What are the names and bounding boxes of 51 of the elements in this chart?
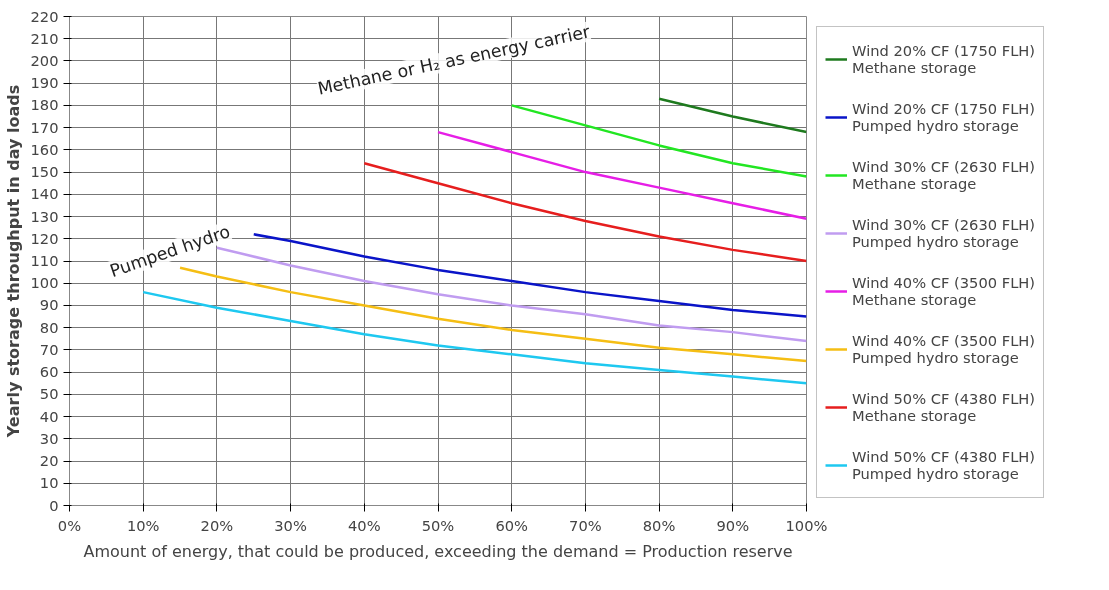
line-series [178,266,807,363]
y-tick-label: 210 [30,29,59,47]
y-tick-label: 80 [39,318,59,336]
x-tick-label: 30% [274,516,307,534]
y-tick-label: 90 [39,296,59,314]
annotation: Methane or H₂ as energy carrier [315,21,593,99]
x-tick-label: 100% [785,516,828,534]
legend-label: Wind 30% CF (2630 FLH) Pumped hydro storage [852,215,1036,252]
line-series [252,233,807,318]
legend-label: Wind 50% CF (4380 FLH) Methane storage [852,389,1036,426]
line-series [363,161,807,263]
y-tick-label: 110 [30,252,59,269]
line-series [141,290,807,385]
legend-label: Wind 50% CF (4380 FLH) Pumped hydro storage [852,447,1036,484]
line-series [510,104,807,178]
line-series [436,130,807,221]
y-tick-label: 70 [39,340,59,358]
x-tick-label: 60% [495,516,529,534]
legend-label: Wind 20% CF (1750 FLH) Pumped hydro storage [852,99,1036,136]
y-tick-label: 20 [39,452,59,470]
y-tick-label: 150 [30,163,59,181]
y-tick-label: 100 [30,274,59,292]
x-tick-label: 70% [569,516,602,534]
x-tick-label: 20% [200,516,234,534]
legend-label: Wind 30% CF (2630 FLH) Methane storage [852,157,1036,194]
y-tick-label: 120 [30,229,59,247]
legend-label: Wind 40% CF (3500 FLH) Methane storage [852,273,1036,310]
legend-label: Wind 20% CF (1750 FLH) Methane storage [852,41,1036,78]
y-tick-label: 10 [39,474,59,492]
x-tick-label: 90% [716,516,750,534]
legend-label: Wind 40% CF (3500 FLH) Pumped hydro storage [852,331,1036,368]
y-tick-label: 60 [39,363,59,381]
y-tick-label: 170 [30,118,59,136]
x-tick-label: 0% [57,516,82,534]
y-tick-label: 180 [30,96,59,114]
y-tick-label: 50 [39,385,59,403]
y-tick-label: 40 [39,407,59,425]
x-tick-label: 40% [348,516,381,534]
y-tick-label: 220 [30,7,59,25]
y-tick-label: 30 [39,429,59,447]
y-axis-title: Yearly storage throughput in day loads [3,84,23,439]
y-tick-label: 190 [30,74,59,92]
x-axis-title: Amount of energy, that could be produced, exceeding the demand = Production reserve [83,541,793,561]
x-tick-label: 50% [421,516,455,534]
y-tick-label: 160 [30,140,59,158]
y-tick-label: 0 [49,496,59,514]
x-tick-label: 10% [126,516,160,534]
y-tick-label: 130 [30,207,59,225]
y-tick-label: 140 [30,185,59,203]
y-tick-label: 200 [30,51,59,69]
x-tick-label: 80% [642,516,676,534]
